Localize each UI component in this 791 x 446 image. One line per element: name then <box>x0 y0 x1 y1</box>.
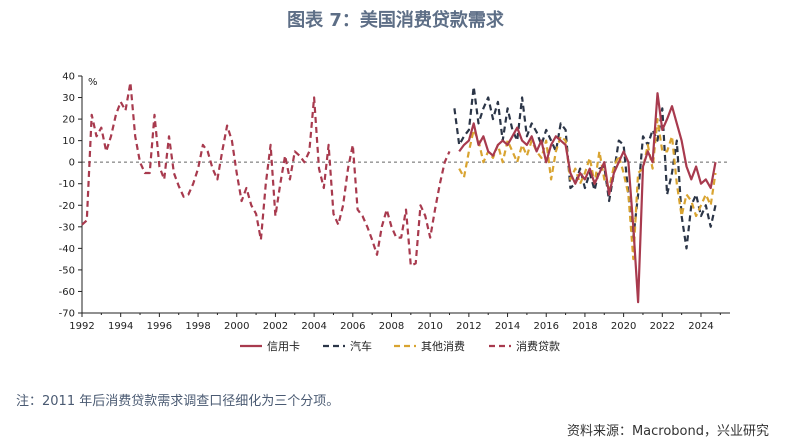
x-tick-label: 2010 <box>417 321 442 332</box>
y-tick-label: -50 <box>59 265 75 276</box>
x-tick-label: 2000 <box>224 321 249 332</box>
y-tick-label: 30 <box>62 93 75 104</box>
x-tick-label: 1994 <box>108 321 133 332</box>
y-tick-label: 10 <box>62 136 75 147</box>
x-tick-label: 2004 <box>301 321 326 332</box>
series-line-消费贷款 <box>81 81 451 267</box>
x-tick-label: 1996 <box>147 321 172 332</box>
y-tick-label: 40 <box>62 72 75 83</box>
y-tick-label: -30 <box>59 222 75 233</box>
legend-label-信用卡: 信用卡 <box>267 340 300 353</box>
x-tick-label: 2012 <box>456 321 481 332</box>
legend: 信用卡 汽车 其他消费 消费贷款 <box>240 339 560 353</box>
x-tick-label: 2002 <box>263 321 288 332</box>
series-layer <box>81 81 717 304</box>
x-tick-label: 2024 <box>688 321 713 332</box>
series-line-信用卡 <box>458 92 717 304</box>
x-tick-label: 2006 <box>340 321 365 332</box>
x-tick-label: 1992 <box>69 321 94 332</box>
y-tick-label: -10 <box>59 179 75 190</box>
x-tick-label: 2022 <box>650 321 675 332</box>
x-tick-label: 2018 <box>572 321 597 332</box>
x-tick-label: 2014 <box>495 321 520 332</box>
source-note: 资料来源：Macrobond，兴业研究 <box>566 424 769 439</box>
y-tick-label: -20 <box>59 201 75 212</box>
y-unit-label: % <box>88 77 98 88</box>
legend-label-汽车: 汽车 <box>350 339 372 353</box>
y-tick-label: 20 <box>62 115 75 126</box>
x-tick-label: 1998 <box>185 321 210 332</box>
y-tick-label: 0 <box>69 158 75 169</box>
y-tick-label: -70 <box>59 309 75 320</box>
legend-label-消费贷款: 消费贷款 <box>516 339 560 353</box>
x-tick-label: 2016 <box>534 321 559 332</box>
y-tick-label: -60 <box>59 287 75 298</box>
chart-title: 图表 7：美国消费贷款需求 <box>287 10 504 31</box>
legend-label-其他消费: 其他消费 <box>421 339 465 353</box>
series-line-其他消费 <box>458 117 717 261</box>
footnote: 注：2011 年后消费贷款需求调查口径细化为三个分项。 <box>16 394 340 409</box>
y-tick-label: -40 <box>59 244 75 255</box>
x-tick-label: 2020 <box>611 321 636 332</box>
series-line-汽车 <box>453 85 717 250</box>
x-tick-label: 2008 <box>379 321 404 332</box>
